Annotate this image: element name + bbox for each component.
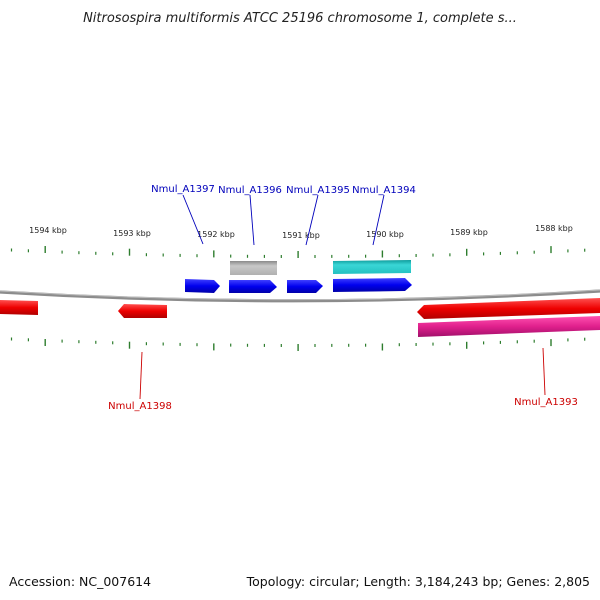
leader-line-nmul-a1396 xyxy=(249,194,255,246)
gene-bar-magenta[interactable] xyxy=(418,316,600,337)
leader-line-nmul-a1393 xyxy=(542,347,546,396)
accession-text: Accession: NC_007614 xyxy=(9,574,151,589)
gene-label-nmul-a1395[interactable]: Nmul_A1395 xyxy=(286,185,350,196)
kbp-label: 1591 kbp xyxy=(282,231,320,240)
gene-arrow-nmul-a1396[interactable] xyxy=(229,280,277,293)
gene-labels-top: Nmul_A1397 Nmul_A1396 Nmul_A1395 Nmul_A1… xyxy=(151,184,416,196)
reverse-genes xyxy=(0,298,600,337)
map-title: Nitrosospira multiformis ATCC 25196 chro… xyxy=(83,11,517,26)
kbp-label: 1590 kbp xyxy=(366,230,404,239)
gene-bar-gray[interactable] xyxy=(230,261,277,275)
topology-text: Topology: circular; Length: 3,184,243 bp… xyxy=(246,574,590,589)
leader-line-nmul-a1397 xyxy=(182,194,204,245)
gene-arrow-nmul-a1397[interactable] xyxy=(185,279,220,293)
gene-arrow-nmul-a1395[interactable] xyxy=(287,280,323,293)
gene-arrow-red-left-edge[interactable] xyxy=(0,300,38,315)
gene-label-nmul-a1394[interactable]: Nmul_A1394 xyxy=(352,185,416,196)
forward-genes xyxy=(185,260,412,293)
kbp-label: 1593 kbp xyxy=(113,229,151,238)
leader-line-nmul-a1398 xyxy=(139,351,143,400)
gene-label-nmul-a1396[interactable]: Nmul_A1396 xyxy=(218,185,282,196)
leader-line-nmul-a1395 xyxy=(305,194,319,246)
genome-backbone xyxy=(0,289,600,303)
kbp-label: 1589 kbp xyxy=(450,228,488,237)
kbp-label: 1588 kbp xyxy=(535,224,573,233)
gene-label-nmul-a1393[interactable]: Nmul_A1393 xyxy=(514,397,578,408)
gene-bar-cyan[interactable] xyxy=(333,260,411,274)
gene-arrow-nmul-a1394[interactable] xyxy=(333,278,412,292)
kbp-label: 1592 kbp xyxy=(197,230,235,239)
leader-lines xyxy=(139,194,546,400)
kbp-labels: 1594 kbp 1593 kbp 1592 kbp 1591 kbp 1590… xyxy=(29,224,573,240)
gene-label-nmul-a1398[interactable]: Nmul_A1398 xyxy=(108,401,172,412)
gene-arrow-nmul-a1398[interactable] xyxy=(118,304,167,318)
genome-backbone-highlight xyxy=(0,289,600,301)
gene-labels-bottom: Nmul_A1398 Nmul_A1393 xyxy=(108,397,578,412)
gene-arrow-nmul-a1393[interactable] xyxy=(417,298,600,319)
kbp-label: 1594 kbp xyxy=(29,226,67,235)
ruler-ticks-top xyxy=(10,246,586,258)
ruler-ticks-bottom xyxy=(10,337,586,351)
leader-line-nmul-a1394 xyxy=(372,194,385,246)
gene-label-nmul-a1397[interactable]: Nmul_A1397 xyxy=(151,184,215,195)
